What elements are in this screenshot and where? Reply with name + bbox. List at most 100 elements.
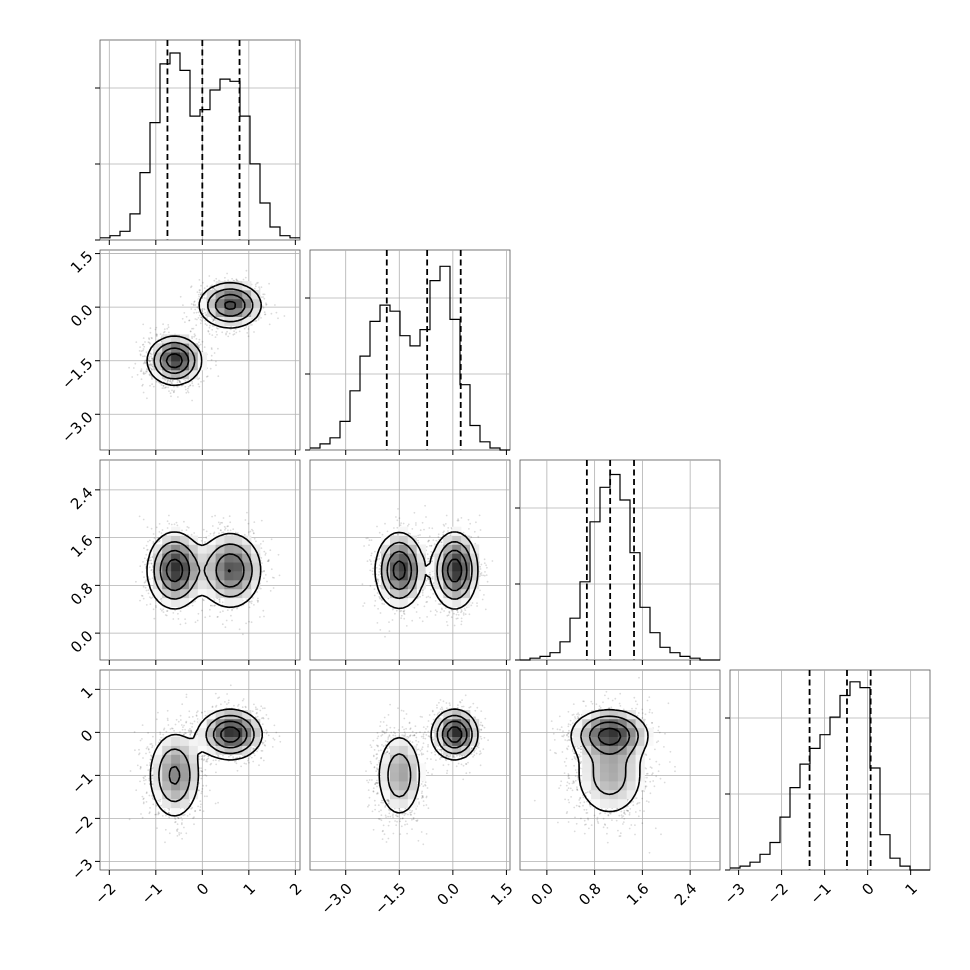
sample-point [384,522,386,525]
sample-point [135,341,138,343]
sample-point [264,313,267,316]
density-bin [197,562,207,572]
density-bin [197,553,207,563]
sample-point [155,334,158,336]
sample-point [197,311,200,314]
density-bin [224,298,234,309]
sample-point [149,596,151,598]
sample-point [144,359,147,362]
sample-point [148,356,151,359]
sample-point [213,531,216,534]
sample-point [422,588,424,591]
sample-point [142,362,145,365]
sample-point [213,279,216,282]
density-bin [206,588,216,599]
sample-point [139,353,142,356]
sample-point [142,343,145,346]
sample-point [258,317,260,319]
sample-point [167,386,170,389]
sample-point [215,277,218,280]
sample-point [202,598,205,601]
sample-point [143,345,146,348]
sample-point [166,520,169,523]
sample-point [262,609,265,612]
density-bin [197,544,207,554]
sample-point [142,349,144,352]
sample-point [140,350,143,352]
sample-point [162,608,165,611]
sample-point [171,389,173,392]
density-bin [153,580,163,590]
sample-point [212,319,215,322]
sample-point [210,359,213,361]
sample-point [234,328,237,331]
sample-point [264,574,267,576]
sample-point [200,308,203,311]
sample-point [211,284,214,287]
sample-point [192,327,195,330]
sample-point [136,373,139,376]
sample-point [397,534,399,536]
density-bin [224,580,234,590]
sample-point [210,604,212,607]
sample-point [252,597,254,599]
sample-point [150,364,153,366]
sample-point [468,613,471,616]
sample-point [143,557,146,560]
sample-point [245,622,248,625]
density-bin [153,588,163,599]
sample-point [231,609,233,612]
sample-point [167,324,170,326]
sample-point [220,529,222,532]
sample-point [193,335,196,338]
sample-point [173,389,176,392]
sample-point [166,381,169,384]
sample-point [147,589,150,591]
density-bin [251,571,261,581]
sample-point [158,531,161,533]
density-bin [180,553,190,563]
sample-point [259,616,261,618]
sample-point [144,341,146,343]
sample-point [243,533,246,536]
sample-point [255,540,257,543]
density-bin [224,597,234,607]
sample-point [199,318,202,321]
y-tick-label-1: −3.0 [58,408,96,446]
sample-point [235,278,238,281]
sample-point [186,390,189,392]
contour-level-3 [165,558,232,583]
sample-point [191,604,194,607]
sample-point [222,610,224,613]
sample-point [260,557,263,559]
sample-point [270,312,273,315]
panel-frame [99,249,301,451]
sample-point [141,571,144,573]
sample-point [455,617,458,620]
sample-point [262,540,265,543]
sample-point [197,612,200,615]
density-bin [206,553,216,563]
density-bin [162,370,172,380]
histogram-1 [310,265,510,451]
sample-point [229,521,232,524]
sample-point [164,386,167,389]
density-bin [206,571,216,581]
sample-point [198,344,201,347]
sample-point [177,618,180,620]
sample-point [396,519,399,522]
sample-point [229,328,232,331]
sample-point [263,550,266,553]
sample-point [204,311,207,314]
sample-point [141,344,144,346]
sample-point [149,603,152,605]
sample-point [159,333,162,335]
grid-lines [100,250,300,450]
sample-point [208,615,211,618]
sample-point [232,333,235,336]
sample-point [140,368,143,370]
sample-point [146,548,149,551]
sample-point [147,540,149,543]
sample-point [378,564,381,567]
sample-point [246,511,248,514]
